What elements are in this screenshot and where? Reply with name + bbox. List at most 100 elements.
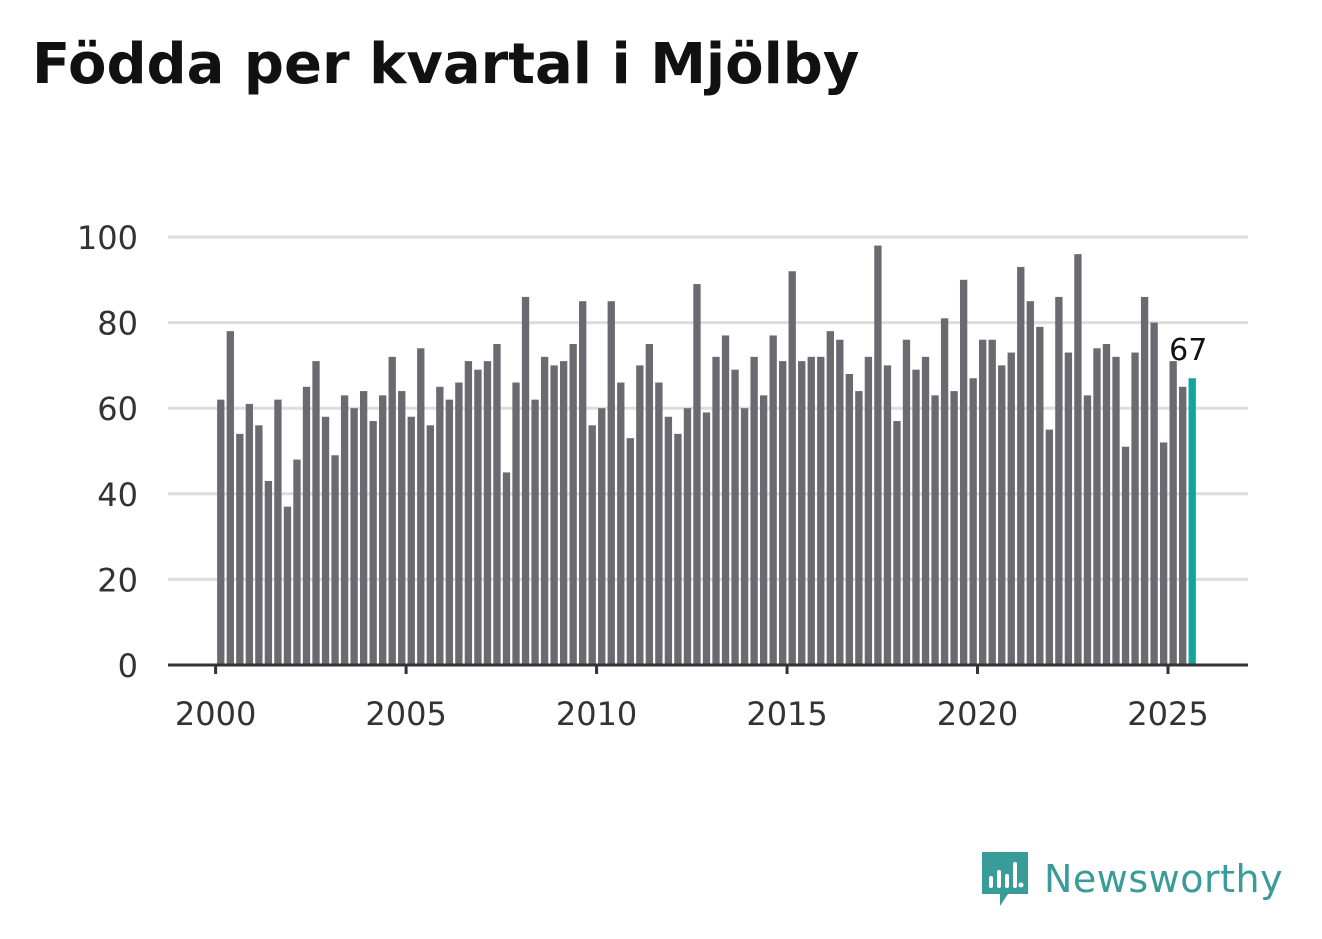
bar xyxy=(912,369,920,665)
bar xyxy=(436,386,444,665)
bar-chart: 0 20 40 60 80 100 67 2000 2005 2010 2015 2020 2025 xyxy=(77,219,1248,733)
bar xyxy=(1121,446,1130,665)
bar xyxy=(1036,326,1044,665)
bar xyxy=(664,416,673,665)
bar xyxy=(445,399,454,665)
bar xyxy=(607,301,615,665)
bar xyxy=(902,339,911,665)
bar xyxy=(1064,352,1073,665)
bar xyxy=(217,399,225,665)
bar xyxy=(359,391,368,665)
bar xyxy=(369,421,377,665)
bar xyxy=(883,365,892,665)
bar-latest xyxy=(1188,378,1196,665)
bar xyxy=(940,318,949,665)
bar xyxy=(788,271,796,665)
bar xyxy=(817,356,825,665)
bar xyxy=(626,438,634,665)
x-tick-label: 2005 xyxy=(365,695,446,733)
bar xyxy=(493,344,501,665)
bar xyxy=(988,339,996,665)
bar xyxy=(226,331,234,665)
x-tick-label: 2020 xyxy=(937,695,1018,733)
y-tick-label: 80 xyxy=(97,305,138,343)
bar xyxy=(779,361,787,665)
bar xyxy=(645,344,654,665)
bar xyxy=(950,391,958,665)
bar xyxy=(836,339,844,665)
bar xyxy=(598,408,606,665)
bar xyxy=(798,361,806,665)
chart-title: Födda per kvartal i Mjölby xyxy=(32,32,860,97)
bar xyxy=(702,412,711,665)
newsworthy-logo-icon xyxy=(982,852,1028,906)
bar xyxy=(1169,361,1177,665)
brand-logo: Newsworthy xyxy=(980,848,1283,910)
bar xyxy=(1102,344,1111,665)
bar xyxy=(426,425,434,665)
bar xyxy=(759,395,768,665)
bar xyxy=(455,382,463,665)
bar xyxy=(245,403,254,665)
bar xyxy=(1093,348,1101,665)
bar xyxy=(464,361,473,665)
bar xyxy=(1007,352,1015,665)
latest-value-label: 67 xyxy=(1169,333,1207,368)
bar xyxy=(979,339,987,665)
bar xyxy=(721,335,730,665)
brand-name: Newsworthy xyxy=(1044,857,1284,901)
x-tick-label: 2015 xyxy=(746,695,827,733)
y-tick-label: 0 xyxy=(118,647,138,685)
bar xyxy=(1026,301,1034,665)
bar xyxy=(1159,442,1168,665)
bar xyxy=(921,356,930,665)
bar xyxy=(1140,296,1149,665)
bar xyxy=(398,391,406,665)
bar xyxy=(617,382,625,665)
bar xyxy=(502,472,511,665)
bar xyxy=(350,408,358,665)
bar xyxy=(588,425,596,665)
bar xyxy=(893,421,901,665)
bar xyxy=(579,301,587,665)
bar xyxy=(379,395,387,665)
bar xyxy=(845,373,854,665)
bar xyxy=(855,391,863,665)
bar xyxy=(864,356,873,665)
bar xyxy=(255,425,263,665)
bar xyxy=(388,356,396,665)
bar xyxy=(655,382,663,665)
bar xyxy=(931,395,939,665)
bar xyxy=(1150,322,1158,665)
bar xyxy=(274,399,282,665)
bar xyxy=(321,416,330,665)
bar xyxy=(1131,352,1139,665)
bar xyxy=(1112,356,1120,665)
bar xyxy=(340,395,349,665)
bar xyxy=(826,331,834,665)
bar xyxy=(683,408,692,665)
bar xyxy=(807,356,815,665)
bar xyxy=(1055,296,1063,665)
bar xyxy=(474,369,482,665)
x-tick-label: 2000 xyxy=(175,695,256,733)
bar xyxy=(1017,266,1025,665)
bar xyxy=(874,245,882,665)
bar xyxy=(1083,395,1092,665)
y-tick-label: 40 xyxy=(97,476,138,514)
bar xyxy=(521,296,530,665)
bar xyxy=(636,365,644,665)
bar xyxy=(283,506,292,665)
bar xyxy=(674,433,682,665)
bar xyxy=(693,284,701,665)
bar xyxy=(750,356,758,665)
bar xyxy=(769,335,777,665)
bar xyxy=(1045,429,1054,665)
bar xyxy=(969,378,977,665)
bar xyxy=(417,348,425,665)
bar xyxy=(293,459,301,665)
bar xyxy=(731,369,739,665)
bar xyxy=(559,361,568,665)
x-tick-label: 2010 xyxy=(556,695,637,733)
bar xyxy=(550,365,558,665)
